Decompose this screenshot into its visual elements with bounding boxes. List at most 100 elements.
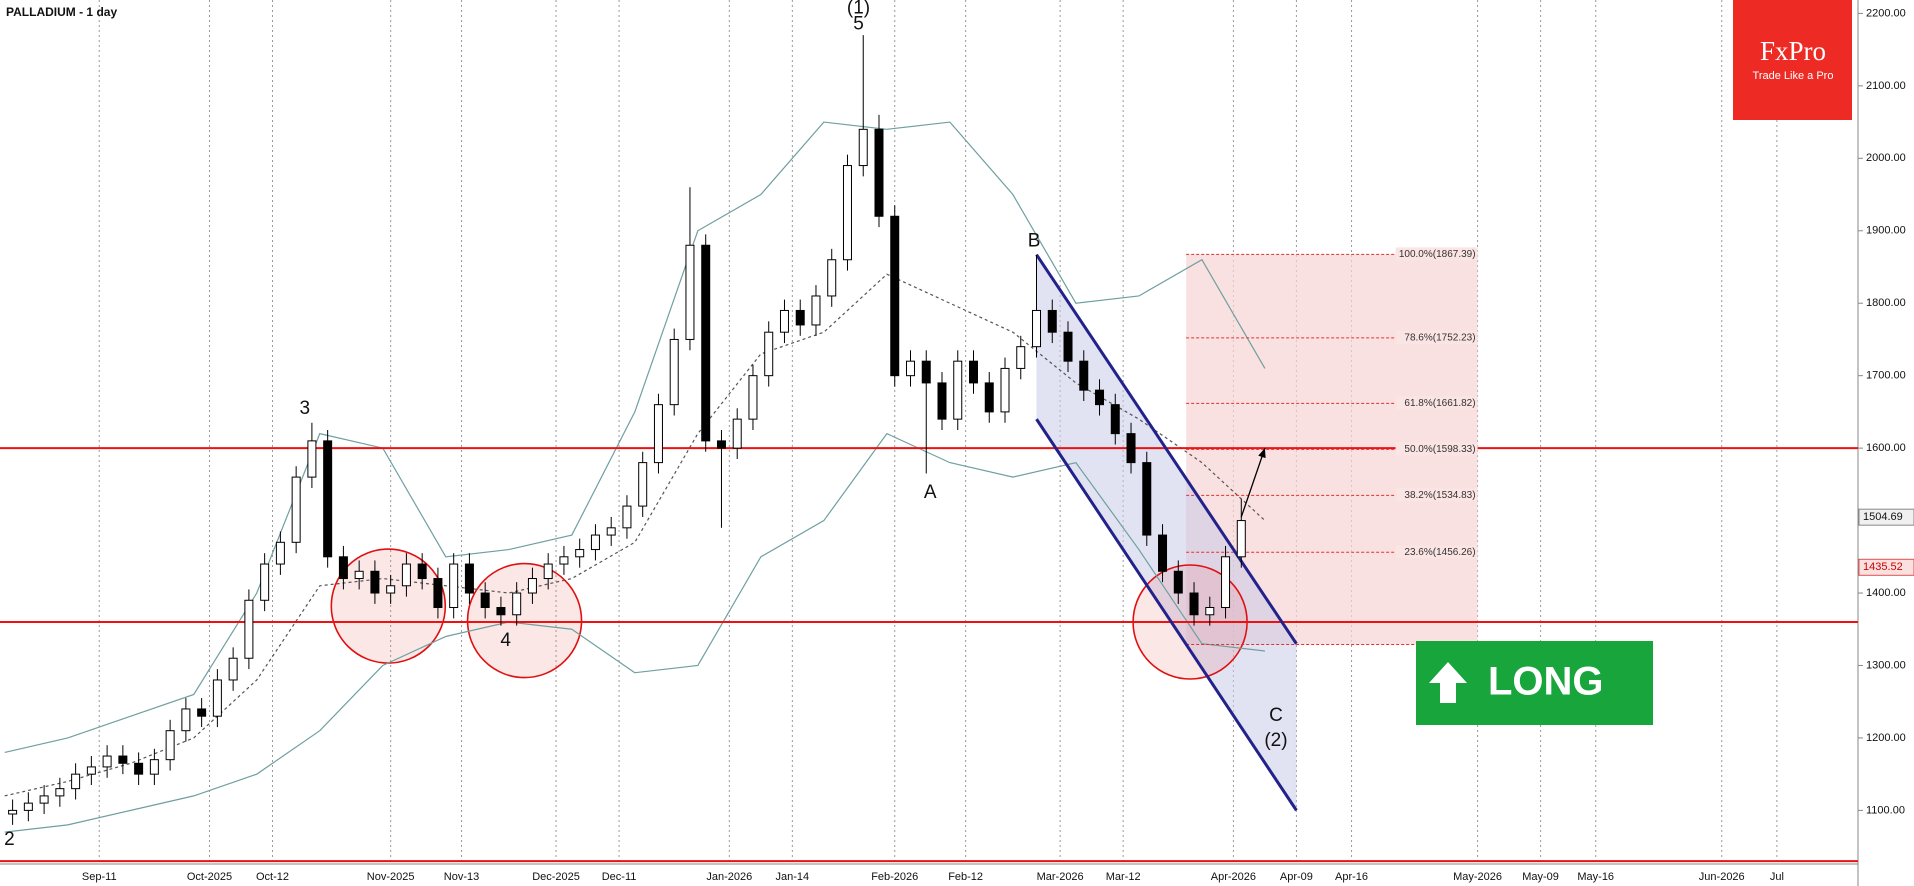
candle-body [1142, 462, 1152, 536]
candle-body [842, 165, 852, 261]
candle-body [1016, 346, 1026, 369]
candle-body [606, 527, 616, 536]
indicator-line [4, 432, 1265, 833]
y-tick-label: 2200.00 [1866, 7, 1906, 19]
y-tick-label: 1900.00 [1866, 225, 1906, 237]
price-tag: 1435.52 [1863, 561, 1903, 573]
candle-body [291, 476, 301, 543]
wave-label: A [924, 482, 937, 503]
candle-body [244, 599, 254, 659]
candle-body [953, 360, 963, 420]
logo-name: FxPro [1760, 36, 1826, 66]
x-tick-label: Jun-2026 [1699, 871, 1745, 883]
candle-body [716, 440, 726, 449]
candle-body [386, 585, 396, 594]
x-tick-label: May-16 [1577, 871, 1614, 883]
candle-body [890, 215, 900, 377]
x-tick-label: Jan-14 [776, 871, 810, 883]
candle-body [338, 556, 348, 580]
candle-body [480, 592, 490, 609]
wave-label: (1) [847, 0, 870, 18]
wave-label: B [1028, 231, 1041, 252]
wave-label: 4 [500, 630, 511, 651]
x-tick-label: Oct-12 [256, 871, 289, 883]
candle-body [275, 541, 285, 565]
fib-label-bg [1395, 330, 1478, 344]
candle-body [165, 730, 175, 761]
price-tag-box [1858, 558, 1914, 576]
candle-body [449, 563, 459, 609]
x-tick-label: Mar-12 [1106, 871, 1141, 883]
candle-body [86, 766, 96, 775]
y-tick-label: 1800.00 [1866, 297, 1906, 309]
x-tick-label: Apr-16 [1335, 871, 1368, 883]
candle-body [937, 382, 947, 420]
candle-body [1221, 556, 1231, 609]
candle-body [260, 563, 270, 601]
candle-body [921, 360, 931, 384]
candle-body [685, 244, 695, 340]
indicator-line [4, 121, 1266, 754]
candle-body [969, 360, 979, 384]
candle-body [905, 360, 915, 377]
fib-label-bg [1395, 396, 1478, 410]
candle-body [197, 708, 207, 717]
x-tick-label: Dec-2025 [532, 871, 580, 883]
badge-arrow [1429, 662, 1467, 703]
candle-body [134, 762, 144, 775]
badge-text: LONG [1488, 660, 1604, 704]
candle-body [102, 755, 112, 768]
candle-body [1032, 309, 1042, 348]
candle-body [496, 607, 506, 616]
price-tag-box [1858, 508, 1914, 526]
candle-body [354, 570, 364, 580]
y-tick-label: 1300.00 [1866, 659, 1906, 671]
candle-body [464, 563, 474, 594]
x-tick-label: Dec-11 [602, 871, 637, 883]
logo-box [1733, 0, 1852, 120]
candle-body [732, 418, 742, 449]
candle-body [212, 679, 222, 717]
x-tick-label: Feb-2026 [871, 871, 918, 883]
candle-body [1189, 592, 1199, 616]
wave-label: 5 [853, 13, 864, 34]
candle-body [527, 578, 537, 594]
x-tick-label: May-2026 [1453, 871, 1502, 883]
candle-body [370, 570, 380, 594]
fib-label: 78.6%(1752.23) [1404, 332, 1475, 343]
candle-body [638, 462, 648, 507]
x-tick-label: Jul [1770, 871, 1784, 883]
candle-body [858, 128, 868, 167]
candle-body [1173, 570, 1183, 594]
candle-body [228, 657, 238, 681]
candle-body [118, 755, 128, 764]
target-arrow [1240, 447, 1266, 518]
candle-body [307, 440, 317, 478]
x-tick-label: Jan-2026 [706, 871, 752, 883]
candle-body [1110, 404, 1120, 435]
fib-label: 38.2%(1534.83) [1404, 490, 1475, 501]
candle-body [779, 309, 789, 333]
candle-body [181, 708, 191, 732]
chart-title: PALLADIUM - 1 day [6, 5, 117, 19]
candle-body [1236, 520, 1246, 558]
wave-label: (2) [1264, 730, 1287, 751]
price-tag: 1504.69 [1863, 511, 1903, 523]
y-tick-label: 1600.00 [1866, 442, 1906, 454]
candle-body [764, 331, 774, 377]
candle-body [417, 563, 427, 580]
candle-body [1158, 534, 1168, 572]
fib-label: 23.6%(1456.26) [1404, 547, 1475, 558]
candle-body [795, 309, 805, 326]
highlight-circle [330, 548, 447, 664]
fib-label-bg [1395, 247, 1478, 261]
candle-body [71, 773, 81, 790]
fib-label: 50.0%(1598.33) [1404, 444, 1475, 455]
candle-body [1047, 309, 1057, 333]
channel-line [1035, 253, 1298, 645]
x-tick-label: Sep-11 [82, 871, 117, 883]
candle-body [401, 563, 411, 587]
x-tick-label: May-09 [1522, 871, 1559, 883]
